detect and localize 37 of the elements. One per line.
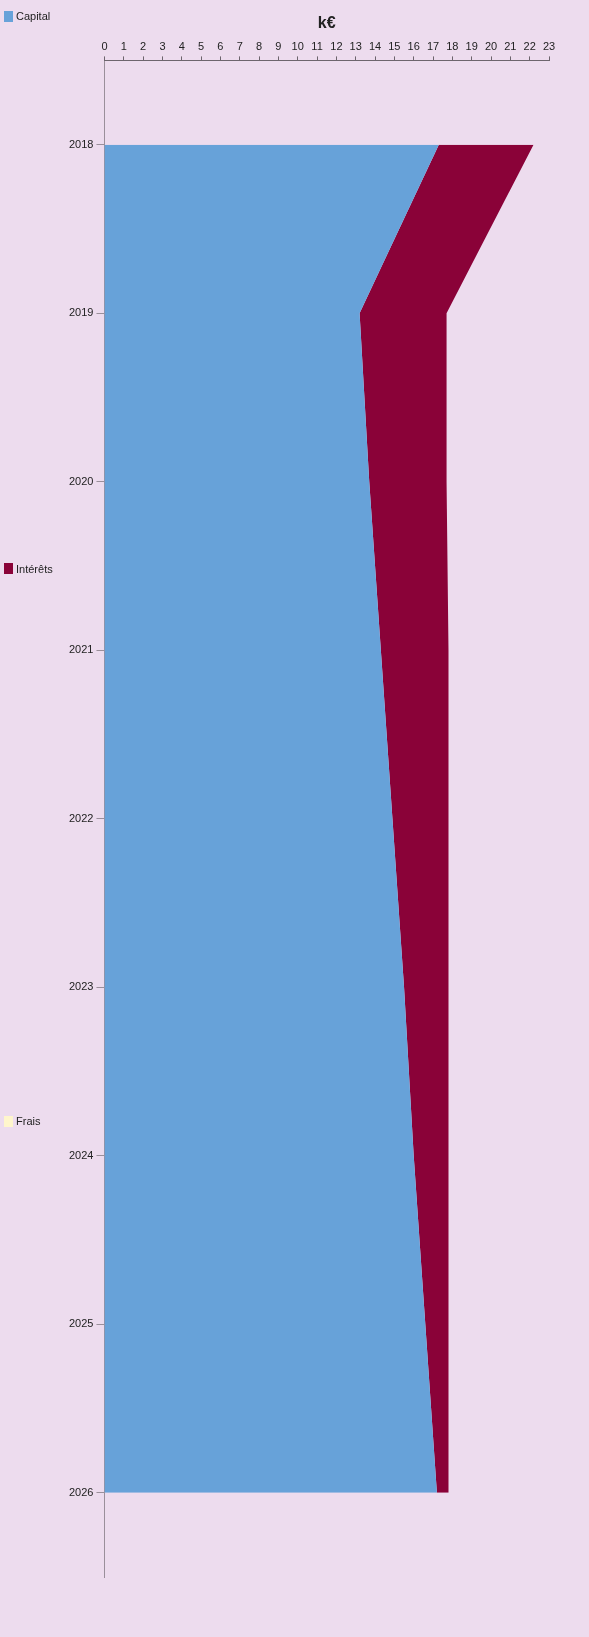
y-tick-label: 2025 xyxy=(68,1317,94,1330)
y-tick-label: 2020 xyxy=(68,474,94,487)
y-tick-label: 2021 xyxy=(68,643,94,656)
x-tick-label: 8 xyxy=(256,39,263,52)
x-tick-label: 15 xyxy=(388,39,401,52)
x-tick-label: 12 xyxy=(330,39,343,52)
y-tick-label: 2023 xyxy=(68,980,94,993)
y-tick-label: 2024 xyxy=(68,1148,94,1161)
legend-label: Capital xyxy=(16,10,51,22)
x-tick-label: 6 xyxy=(217,39,224,52)
x-tick-label: 5 xyxy=(198,39,205,52)
x-tick-label: 13 xyxy=(349,39,362,52)
legend-label: Intérêts xyxy=(16,562,53,575)
legend-label: Frais xyxy=(16,1115,41,1127)
y-tick-label: 2022 xyxy=(68,811,94,824)
y-tick-label: 2019 xyxy=(68,306,94,319)
x-tick-label: 19 xyxy=(465,39,478,52)
y-tick-label: 2018 xyxy=(68,137,94,150)
x-tick-label: 14 xyxy=(368,39,382,52)
x-tick-label: 17 xyxy=(426,39,440,52)
x-tick-label: 2 xyxy=(140,39,147,52)
x-tick-label: 21 xyxy=(504,39,517,52)
x-tick-label: 20 xyxy=(484,39,498,52)
x-tick-label: 23 xyxy=(542,39,556,52)
x-tick-label: 1 xyxy=(120,39,127,52)
x-tick-label: 0 xyxy=(101,39,108,52)
x-tick-label: 3 xyxy=(159,39,166,52)
x-tick-label: 4 xyxy=(178,39,185,52)
x-tick-label: 18 xyxy=(446,39,459,52)
x-tick-label: 9 xyxy=(275,39,282,52)
x-tick-label: 10 xyxy=(291,39,304,52)
x-tick-label: 16 xyxy=(407,39,420,52)
y-tick-label: 2026 xyxy=(68,1485,94,1498)
x-tick-label: 11 xyxy=(311,39,323,52)
x-axis-title: k€ xyxy=(317,14,336,32)
x-tick-label: 7 xyxy=(236,39,243,52)
x-tick-label: 22 xyxy=(523,39,536,52)
